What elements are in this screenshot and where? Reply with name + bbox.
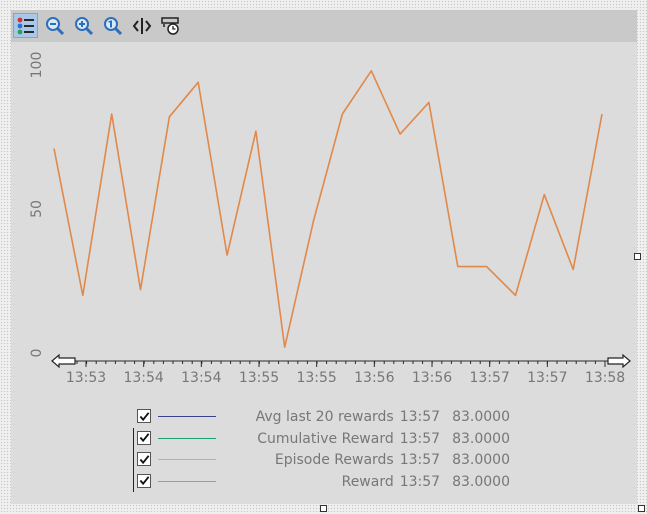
- time-window-icon: [160, 16, 179, 35]
- legend-item: Episode Rewards 13:57 83.0000: [11, 450, 637, 470]
- x-tick-label: 13:55: [239, 370, 279, 386]
- series-line-reward: [53, 69, 603, 349]
- legend-swatch: [158, 480, 216, 482]
- legend-item: Avg last 20 rewards 13:57 83.0000: [11, 407, 637, 427]
- legend-value: 83.0000: [452, 409, 510, 425]
- checkmark-icon: [139, 454, 149, 464]
- legend-item: Reward 13:57 83.0000: [11, 472, 637, 492]
- x-tick-label: 13:54: [123, 370, 163, 386]
- legend-label: Episode Rewards: [274, 452, 394, 468]
- resize-handle-corner[interactable]: [638, 505, 645, 512]
- x-tick-label: 13:54: [181, 370, 221, 386]
- x-tick-label: 13:58: [585, 370, 625, 386]
- x-tick-label: 13:57: [469, 370, 509, 386]
- legend-checkbox[interactable]: [137, 430, 151, 445]
- checkmark-icon: [139, 411, 149, 421]
- legend-label: Cumulative Reward: [257, 430, 394, 447]
- legend-list-icon: [17, 17, 34, 34]
- legend-swatch: [158, 416, 216, 417]
- legend-value: 83.0000: [452, 452, 510, 468]
- arrow-left-icon[interactable]: [51, 353, 76, 369]
- legend-swatch: [158, 437, 216, 439]
- legend-time: 13:57: [399, 452, 441, 468]
- legend-label: Avg last 20 rewards: [255, 409, 394, 425]
- legend-value: 83.0000: [452, 473, 510, 490]
- legend-time: 13:57: [399, 430, 441, 447]
- zoom-1to1-icon: [103, 16, 122, 35]
- x-tick-label: 13:57: [527, 370, 567, 386]
- legend-text: Episode Rewards 13:57 83.0000: [275, 450, 510, 470]
- legend-value: 83.0000: [452, 430, 510, 447]
- x-tick-label: 13:56: [412, 370, 452, 386]
- legend-bracket: [133, 428, 134, 492]
- y-tick-label: 100: [29, 52, 45, 79]
- legend-item: Cumulative Reward 13:57 83.0000: [11, 429, 637, 449]
- legend-text: Reward 13:57 83.0000: [342, 472, 510, 492]
- zoom-in-button[interactable]: [71, 13, 96, 38]
- legend-checkbox[interactable]: [137, 473, 151, 488]
- legend-toggle-button[interactable]: [13, 13, 38, 38]
- legend-checkbox[interactable]: [137, 452, 151, 466]
- chart-widget: 0 50 100 13:53 13:54 13:54 13:55 13:55 13:56 13:…: [11, 10, 637, 504]
- checkmark-icon: [139, 476, 149, 486]
- legend-label: Reward: [341, 473, 394, 490]
- x-tick-label: 13:55: [296, 370, 336, 386]
- zoom-reset-button[interactable]: [100, 13, 125, 38]
- legend-text: Avg last 20 rewards 13:57 83.0000: [256, 407, 510, 427]
- arrow-right-icon[interactable]: [607, 353, 631, 369]
- fit-horizontal-icon: [132, 17, 151, 34]
- line-chart: 0 50 100 13:53 13:54 13:54 13:55 13:55 13:56 13:…: [29, 52, 631, 386]
- x-tick-label: 13:53: [66, 370, 106, 386]
- y-tick-label: 0: [29, 349, 45, 358]
- legend-text: Cumulative Reward 13:57 83.0000: [257, 429, 510, 449]
- time-window-button[interactable]: [158, 13, 183, 38]
- resize-handle-right[interactable]: [634, 253, 641, 260]
- legend-swatch: [158, 459, 216, 460]
- fit-width-button[interactable]: [129, 13, 154, 38]
- legend-time: 13:57: [399, 473, 441, 490]
- resize-handle-bottom[interactable]: [320, 505, 327, 512]
- y-tick-label: 50: [29, 200, 45, 218]
- zoom-in-icon: [74, 16, 93, 35]
- zoom-out-button[interactable]: [42, 13, 67, 38]
- legend-time: 13:57: [399, 409, 441, 425]
- x-tick-label: 13:56: [354, 370, 394, 386]
- zoom-out-icon: [45, 16, 64, 35]
- legend-checkbox[interactable]: [137, 409, 151, 423]
- chart-toolbar: [11, 10, 637, 42]
- checkmark-icon: [139, 433, 149, 443]
